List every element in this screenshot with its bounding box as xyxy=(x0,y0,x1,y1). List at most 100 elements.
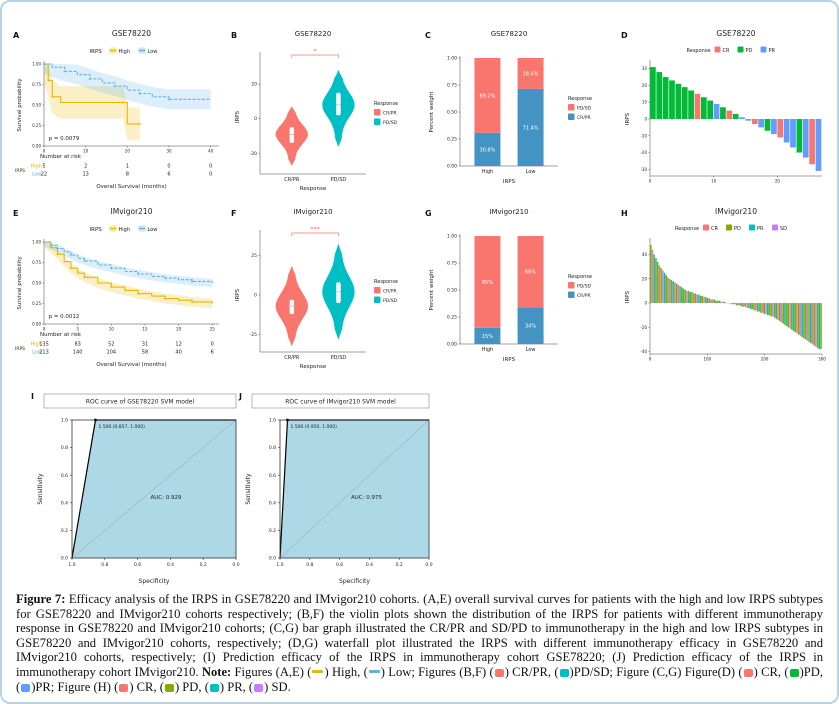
waterfall-bar xyxy=(783,119,790,143)
y-tick-label: -20 xyxy=(640,325,647,330)
km-plot-gse78220: GSE78220 IRPS High Low 0.00 0.25 0.50 0.75 1.00 0… xyxy=(15,29,219,190)
waterfall-plot-imvigor210: IMvigor210 Response CR PD PR SD -40 -20 0 20 40 0 10… xyxy=(625,207,826,362)
bar-segment xyxy=(517,58,544,89)
waterfall-bar xyxy=(688,90,694,119)
waterfall-bar xyxy=(691,292,693,304)
waterfall-bar xyxy=(723,301,726,304)
censor-mark xyxy=(164,276,167,280)
y-axis-title: Survival probability xyxy=(17,256,23,310)
x-tick-label: 20 xyxy=(125,149,131,154)
waterfall-bar xyxy=(809,119,815,165)
waterfall-bar xyxy=(656,72,663,119)
waterfall-bar xyxy=(749,303,752,310)
chart-title: GSE78220 xyxy=(716,29,755,38)
waterfall-bar xyxy=(711,299,714,304)
caption-note-label: Note: xyxy=(201,664,232,679)
x-tick-label: 0.6 xyxy=(336,562,343,568)
x-tick-label: PD/SD xyxy=(331,355,347,361)
waterfall-bar xyxy=(732,113,739,119)
waterfall-bar xyxy=(763,303,766,314)
waterfall-bar xyxy=(726,110,733,119)
waterfall-bar xyxy=(660,267,662,304)
x-tick-label: High xyxy=(482,347,494,353)
panel-stackedbar-gse78220: C GSE78220 0.00 0.25 0.50 0.75 1.00 30.8% 69.2%… xyxy=(424,24,620,199)
threshold-point xyxy=(286,418,289,422)
waterfall-bar xyxy=(703,297,705,304)
x-tick-label: 5 xyxy=(76,327,79,332)
waterfall-bar xyxy=(680,287,683,304)
caption-note-text: ) PR, ( xyxy=(219,679,254,694)
panel-violin-imvigor210: F IMvigor210 -25 0 25 CR/PR PD/SD *** Response I… xyxy=(230,202,422,377)
censor-mark xyxy=(137,272,140,276)
censor-mark xyxy=(83,259,86,263)
legend-key xyxy=(374,109,381,116)
panel-letter-c: C xyxy=(425,31,431,40)
waterfall-bar xyxy=(679,286,681,304)
legend-key xyxy=(703,224,709,231)
risk-table-title: Number at risk xyxy=(40,154,82,160)
risk-count: 6 xyxy=(167,172,170,178)
bar-segment xyxy=(517,307,544,344)
y-tick-label: 1.00 xyxy=(32,62,41,67)
risk-count: 8 xyxy=(126,172,129,178)
y-tick-label: 0.8 xyxy=(269,445,276,451)
y-tick-label: 30 xyxy=(642,66,648,71)
x-axis-title: Specificity xyxy=(139,578,170,585)
risk-count: 22 xyxy=(41,172,47,178)
waterfall-bar xyxy=(732,303,735,305)
roc-plot-imvigor210: ROC curve of IMvigor210 SVM model 1.500 (… xyxy=(245,393,433,585)
censor-mark xyxy=(164,297,167,300)
waterfall-bar xyxy=(790,119,796,148)
chart-title: ROC curve of IMvigor210 SVM model xyxy=(285,399,396,406)
x-tick-label: PD/SD xyxy=(331,177,347,183)
waterfall-bar xyxy=(698,294,700,304)
y-tick-label: 20 xyxy=(642,276,648,281)
x-axis-title: Overall Survival (months) xyxy=(96,184,166,190)
waterfall-bar xyxy=(748,303,750,308)
waterfall-bar xyxy=(799,303,802,336)
waterfall-bar xyxy=(710,299,712,304)
waterfall-bar xyxy=(813,303,815,346)
y-tick-label: 1.0 xyxy=(269,418,276,424)
x-tick-label: 200 xyxy=(761,357,769,362)
panel-violin-gse78220: B GSE78220 -20 0 20 CR/PR PD/SD * Response IRPS R… xyxy=(230,24,422,199)
y-tick-label: 0 xyxy=(644,301,647,306)
waterfall-bar xyxy=(707,100,714,119)
risk-row-label: High xyxy=(31,164,43,170)
censor-mark xyxy=(56,247,59,250)
legend-key xyxy=(772,224,778,231)
censor-mark xyxy=(110,267,113,270)
waterfall-bar xyxy=(806,303,809,341)
waterfall-bar xyxy=(663,272,666,304)
waterfall-bar xyxy=(804,303,807,340)
waterfall-bar xyxy=(820,303,822,350)
x-tick-label: 1.0 xyxy=(68,562,75,568)
y-axis-title: Percent weight xyxy=(429,269,435,311)
legend-label: CR xyxy=(723,48,730,54)
waterfall-bar xyxy=(670,280,673,304)
x-tick-label: 20 xyxy=(775,179,781,184)
waterfall-bar xyxy=(713,299,716,304)
waterfall-bar xyxy=(766,303,769,316)
y-tick-label: 0.00 xyxy=(32,144,41,149)
panel-letter-j: J xyxy=(239,392,242,401)
chart-title: IMvigor210 xyxy=(293,208,332,216)
censor-mark xyxy=(138,122,141,126)
legend-label: PR xyxy=(757,226,764,232)
waterfall-bar xyxy=(737,303,740,306)
y-axis-title: IRPS xyxy=(235,110,241,123)
x-tick-label: 25 xyxy=(210,327,216,332)
legend-label: PD/SD xyxy=(577,106,592,112)
censor-mark xyxy=(113,84,116,88)
legend-label: CR/PR xyxy=(383,289,397,295)
y-tick-label: 0.2 xyxy=(61,528,68,534)
panel-letter-g: G xyxy=(425,209,432,218)
y-tick-label: 40 xyxy=(642,252,648,257)
x-tick-label: 0.2 xyxy=(200,562,207,568)
legend-label: CR/PR xyxy=(577,115,591,121)
y-tick-label: -20 xyxy=(640,150,647,155)
significance-bracket xyxy=(291,54,339,58)
waterfall-bar xyxy=(700,97,707,119)
confidence-band xyxy=(44,242,213,288)
waterfall-bar xyxy=(742,303,745,307)
